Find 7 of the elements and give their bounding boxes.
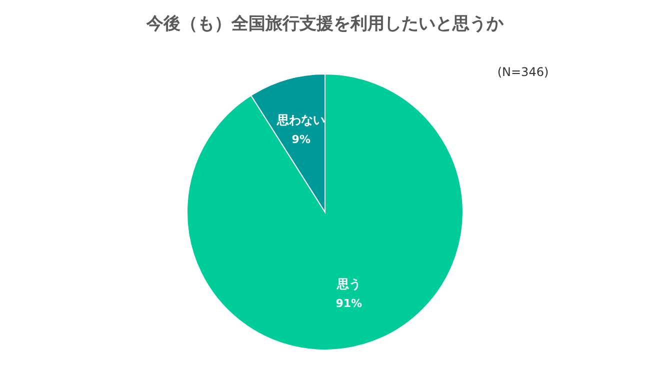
pie-slice — [186, 74, 464, 350]
data-label: 91% — [336, 297, 362, 310]
text: (N=346) — [497, 65, 549, 79]
chart-title: 今後（も）全国旅行支援を利用したいと思うか — [146, 14, 504, 34]
slice-label: 思わない — [276, 112, 326, 127]
data-label: 9% — [292, 132, 310, 146]
slice-label: 思う — [336, 277, 361, 292]
